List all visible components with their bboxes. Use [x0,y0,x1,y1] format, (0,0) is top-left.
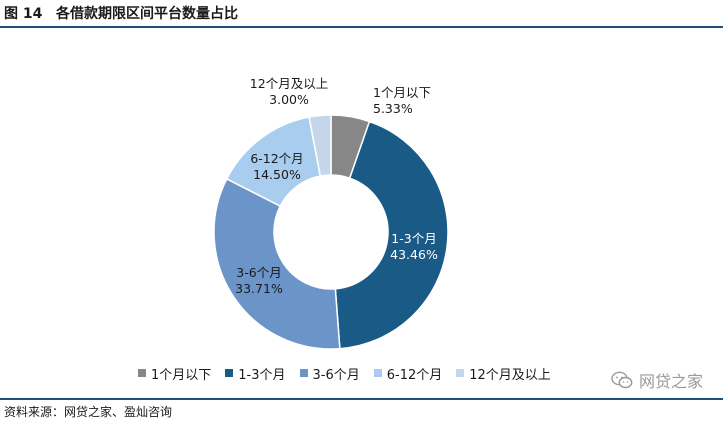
legend-item: 12个月及以上 [456,364,551,383]
slice-label-4: 6-12个月 14.50% [250,151,303,182]
donut-slice-2 [334,120,449,350]
legend-item: 6-12个月 [373,364,443,383]
slice-label-3: 3-6个月 33.71% [235,265,283,296]
legend-swatch [225,369,234,377]
legend-swatch [456,369,465,377]
slice-category-label: 1-3个月 [391,231,436,246]
source-note: 资料来源：网贷之家、盈灿咨询 [4,405,173,419]
legend-item: 1-3个月 [225,364,286,383]
slice-category-label: 1个月以下 [373,85,431,100]
legend-swatch [138,369,146,377]
slice-percent-label: 33.71% [235,281,283,296]
slice-percent-label: 43.46% [390,247,438,262]
slice-category-label: 6-12个月 [250,151,303,166]
slice-label-2: 1-3个月 43.46% [390,231,438,262]
slice-category-label: 12个月及以上 [250,76,328,91]
wechat-icon [611,371,633,389]
slice-label-1: 1个月以下 5.33% [373,85,431,116]
legend-label: 12个月及以上 [469,367,551,383]
figure-number: 图 14 [4,6,43,22]
legend-label: 1-3个月 [238,367,286,383]
slice-label-5: 12个月及以上 3.00% [250,76,328,107]
legend-item: 3-6个月 [299,364,360,383]
slice-category-label: 3-6个月 [236,265,281,280]
figure-footer: 资料来源：网贷之家、盈灿咨询 [0,398,723,423]
legend-item: 1个月以下 [138,364,211,383]
chart-legend: 1个月以下 1-3个月 3-6个月 6-12个月 12个月及以上 [138,363,551,383]
slice-percent-label: 5.33% [373,101,413,116]
legend-swatch [299,369,308,377]
legend-swatch [373,369,382,377]
figure-title: 各借款期限区间平台数量占比 [56,6,238,22]
figure-header: 图 14 各借款期限区间平台数量占比 [0,0,723,28]
slice-percent-label: 3.00% [269,92,309,107]
legend-label: 6-12个月 [386,367,443,383]
watermark-text: 网贷之家 [638,372,703,391]
donut-slice-5 [308,114,332,177]
donut-slice-3 [213,177,341,350]
watermark: 网贷之家 [611,368,703,392]
legend-label: 1个月以下 [151,367,212,383]
legend-label: 3-6个月 [312,367,360,383]
slice-percent-label: 14.50% [253,167,301,182]
